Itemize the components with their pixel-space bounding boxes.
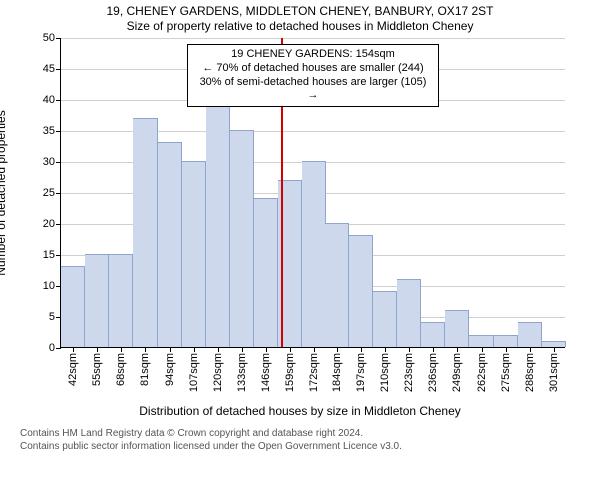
histogram-bar <box>373 291 397 347</box>
histogram-plot: 19 CHENEY GARDENS: 154sqm ← 70% of detac… <box>60 38 565 348</box>
histogram-bar <box>85 254 109 347</box>
x-tick-mark <box>314 347 315 352</box>
histogram-bar <box>325 223 349 347</box>
x-tick-label: 81sqm <box>139 353 151 386</box>
histogram-bar <box>61 266 85 347</box>
x-tick-label: 133sqm <box>236 353 248 392</box>
footer-line-1: Contains HM Land Registry data © Crown c… <box>20 428 600 441</box>
x-axis-label: Distribution of detached houses by size … <box>0 404 600 418</box>
histogram-bar <box>109 254 133 347</box>
y-tick-label: 20 <box>43 218 61 230</box>
histogram-bar <box>349 235 373 347</box>
histogram-bar <box>445 310 469 347</box>
y-tick-label: 5 <box>49 311 61 323</box>
histogram-bar <box>230 130 254 347</box>
x-tick-label: 223sqm <box>403 353 415 392</box>
x-tick-mark <box>121 347 122 352</box>
y-tick-label: 50 <box>43 32 61 44</box>
histogram-bar <box>133 118 157 347</box>
x-tick-label: 146sqm <box>260 353 272 392</box>
x-tick-mark <box>433 347 434 352</box>
annotation-box: 19 CHENEY GARDENS: 154sqm ← 70% of detac… <box>187 44 439 107</box>
page-title: 19, CHENEY GARDENS, MIDDLETON CHENEY, BA… <box>0 4 600 19</box>
x-tick-label: 236sqm <box>427 353 439 392</box>
x-tick-mark <box>97 347 98 352</box>
x-tick-label: 301sqm <box>548 353 560 392</box>
y-tick-label: 30 <box>43 156 61 168</box>
page-subtitle: Size of property relative to detached ho… <box>0 19 600 34</box>
x-tick-mark <box>385 347 386 352</box>
histogram-bar <box>518 322 542 347</box>
annotation-line-1: 19 CHENEY GARDENS: 154sqm <box>196 48 430 62</box>
x-tick-label: 210sqm <box>379 353 391 392</box>
x-tick-mark <box>266 347 267 352</box>
y-tick-label: 10 <box>43 280 61 292</box>
x-tick-mark <box>530 347 531 352</box>
y-tick-label: 0 <box>49 342 61 354</box>
x-tick-mark <box>194 347 195 352</box>
x-tick-label: 249sqm <box>451 353 463 392</box>
x-tick-mark <box>482 347 483 352</box>
x-tick-mark <box>409 347 410 352</box>
histogram-bar <box>397 279 421 347</box>
x-tick-label: 184sqm <box>331 353 343 392</box>
x-tick-label: 68sqm <box>115 353 127 386</box>
y-tick-label: 35 <box>43 125 61 137</box>
x-tick-mark <box>290 347 291 352</box>
x-tick-label: 197sqm <box>355 353 367 392</box>
histogram-bar <box>182 161 206 347</box>
y-tick-label: 40 <box>43 94 61 106</box>
x-tick-label: 262sqm <box>476 353 488 392</box>
x-tick-label: 120sqm <box>212 353 224 392</box>
x-tick-mark <box>506 347 507 352</box>
x-tick-mark <box>457 347 458 352</box>
histogram-bar <box>469 335 493 347</box>
histogram-bar <box>254 198 278 347</box>
x-tick-mark <box>554 347 555 352</box>
histogram-bar <box>206 99 230 347</box>
y-axis-label: Number of detached properties <box>0 110 8 275</box>
x-tick-mark <box>361 347 362 352</box>
x-tick-mark <box>218 347 219 352</box>
x-tick-label: 42sqm <box>67 353 79 386</box>
x-tick-label: 107sqm <box>188 353 200 392</box>
x-tick-mark <box>337 347 338 352</box>
annotation-line-2: ← 70% of detached houses are smaller (24… <box>196 62 430 76</box>
histogram-bar <box>302 161 326 347</box>
histogram-bar <box>421 322 445 347</box>
histogram-bar <box>158 142 182 347</box>
x-tick-label: 172sqm <box>308 353 320 392</box>
x-tick-label: 288sqm <box>524 353 536 392</box>
x-tick-label: 159sqm <box>284 353 296 392</box>
x-tick-label: 55sqm <box>91 353 103 386</box>
y-tick-label: 25 <box>43 187 61 199</box>
grid-line <box>61 38 565 39</box>
x-tick-mark <box>73 347 74 352</box>
x-tick-mark <box>145 347 146 352</box>
x-tick-label: 94sqm <box>164 353 176 386</box>
x-tick-mark <box>242 347 243 352</box>
y-tick-label: 15 <box>43 249 61 261</box>
histogram-bar <box>494 335 518 347</box>
x-tick-label: 275sqm <box>500 353 512 392</box>
annotation-line-3: 30% of semi-detached houses are larger (… <box>196 76 430 104</box>
y-tick-label: 45 <box>43 63 61 75</box>
footer-line-2: Contains public sector information licen… <box>20 441 600 454</box>
x-tick-mark <box>170 347 171 352</box>
